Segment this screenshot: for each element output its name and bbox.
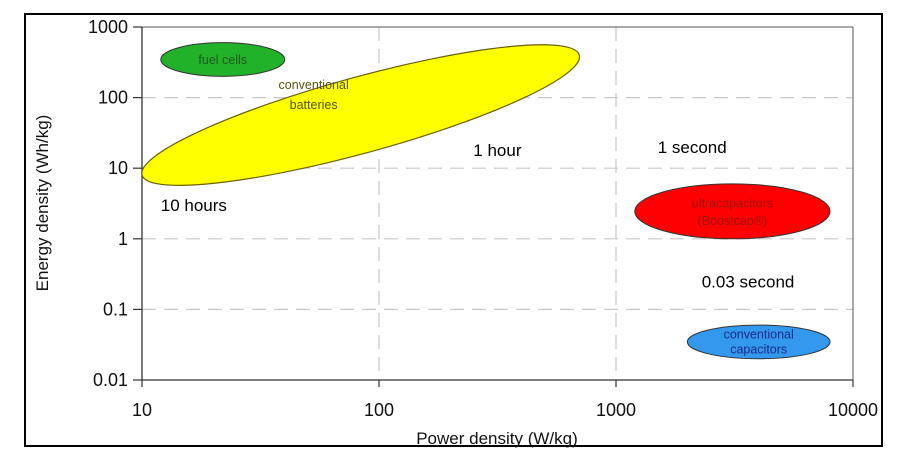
svg-text:ultracapacitors: ultracapacitors (692, 196, 773, 210)
annotation-0-03-second: 0.03 second (702, 272, 795, 291)
region-ultracapacitors: ultracapacitors (Boostcap®) (634, 183, 831, 240)
x-tick-label: 10000 (828, 400, 878, 420)
svg-text:batteries: batteries (290, 98, 338, 112)
region-fuel: fuel cells (160, 42, 286, 77)
y-tick-label: 100 (98, 88, 128, 108)
y-axis-ticks: 1000 100 10 1 0.1 0.01 (88, 17, 142, 390)
y-tick-label: 10 (108, 158, 128, 178)
svg-text:capacitors: capacitors (730, 342, 787, 356)
svg-text:conventional: conventional (724, 327, 794, 341)
time-annotations: 10 hours 1 hour 1 second 0.03 second (161, 138, 795, 291)
x-tick-label: 100 (364, 400, 394, 420)
y-tick-label: 0.01 (93, 370, 128, 390)
svg-text:fuel cells: fuel cells (198, 53, 247, 67)
region-conventional: conventional batteries (141, 44, 581, 186)
y-tick-label: 1000 (88, 17, 128, 37)
y-tick-label: 0.1 (103, 299, 128, 319)
y-tick-label: 1 (118, 229, 128, 249)
x-axis-ticks: 10 100 1000 10000 (132, 380, 878, 420)
x-axis-title: Power density (W/kg) (416, 429, 578, 448)
annotation-1-second: 1 second (658, 138, 727, 157)
axes (141, 26, 854, 381)
y-axis-title: Energy density (Wh/kg) (33, 115, 52, 292)
technology-regions: fuel cells conventional batteries ultracapa… (141, 42, 831, 360)
x-tick-label: 1000 (596, 400, 636, 420)
annotation-1-hour: 1 hour (473, 141, 522, 160)
x-tick-label: 10 (132, 400, 152, 420)
svg-text:conventional: conventional (279, 78, 349, 92)
annotation-10-hours: 10 hours (161, 196, 227, 215)
svg-text:(Boostcap®): (Boostcap®) (698, 214, 768, 228)
